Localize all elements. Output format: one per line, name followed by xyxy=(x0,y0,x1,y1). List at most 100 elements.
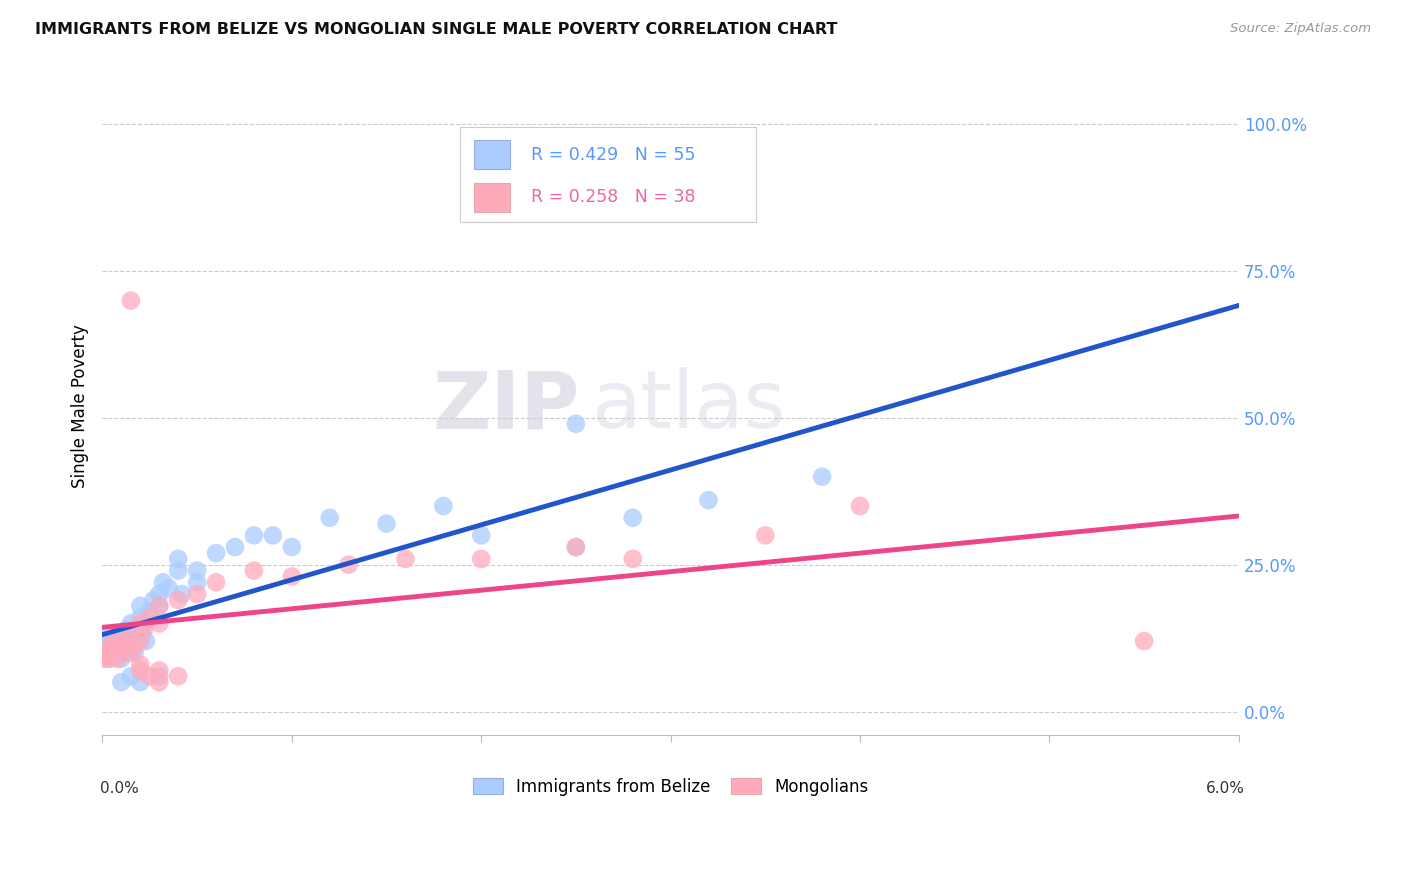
Point xyxy=(129,599,152,613)
Point xyxy=(120,628,142,642)
Point xyxy=(152,575,174,590)
Point xyxy=(114,634,136,648)
Point xyxy=(139,669,162,683)
Point xyxy=(110,640,132,654)
Point xyxy=(93,646,115,660)
Text: atlas: atlas xyxy=(591,368,786,445)
Point xyxy=(1133,634,1156,648)
Point xyxy=(120,669,142,683)
Point xyxy=(131,628,153,642)
Point xyxy=(148,599,170,613)
Point xyxy=(849,499,872,513)
Point xyxy=(167,564,190,578)
Point xyxy=(121,634,143,648)
Point xyxy=(129,610,152,624)
Point xyxy=(108,646,131,660)
Point xyxy=(101,646,124,660)
Point xyxy=(114,646,136,660)
Point xyxy=(93,651,115,665)
Point xyxy=(110,675,132,690)
Point xyxy=(96,646,118,660)
Point xyxy=(129,657,152,672)
Point xyxy=(565,417,588,431)
Point xyxy=(697,493,720,508)
Point xyxy=(129,675,152,690)
Point xyxy=(107,628,129,642)
Point xyxy=(142,593,165,607)
Point xyxy=(98,651,121,665)
Point xyxy=(96,646,118,660)
Point xyxy=(243,528,266,542)
FancyBboxPatch shape xyxy=(474,183,510,212)
Point xyxy=(281,540,304,554)
Point xyxy=(186,575,208,590)
Point xyxy=(337,558,360,572)
Point xyxy=(103,646,125,660)
Point xyxy=(224,540,246,554)
Text: ZIP: ZIP xyxy=(433,368,579,445)
Point xyxy=(110,634,132,648)
Point xyxy=(262,528,284,542)
FancyBboxPatch shape xyxy=(474,140,510,169)
Point xyxy=(186,564,208,578)
Point xyxy=(132,623,155,637)
Point xyxy=(104,634,127,648)
Point xyxy=(432,499,454,513)
Point xyxy=(375,516,398,531)
Point xyxy=(318,510,340,524)
Text: 6.0%: 6.0% xyxy=(1205,781,1244,796)
Point xyxy=(148,669,170,683)
Text: R = 0.429   N = 55: R = 0.429 N = 55 xyxy=(531,145,696,164)
Point xyxy=(167,669,190,683)
Point xyxy=(139,610,162,624)
Point xyxy=(97,640,120,654)
Point xyxy=(565,540,588,554)
Y-axis label: Single Male Poverty: Single Male Poverty xyxy=(72,325,89,488)
Point xyxy=(139,605,162,619)
Text: R = 0.258   N = 38: R = 0.258 N = 38 xyxy=(531,188,696,206)
Point xyxy=(167,552,190,566)
Point xyxy=(470,552,492,566)
Point xyxy=(148,675,170,690)
Point xyxy=(170,587,193,601)
Point xyxy=(470,528,492,542)
Point xyxy=(118,646,141,660)
Point xyxy=(110,651,132,665)
Point xyxy=(120,616,142,631)
Point xyxy=(167,593,190,607)
Point xyxy=(205,575,228,590)
Point xyxy=(621,552,644,566)
Point xyxy=(129,634,152,648)
Point xyxy=(186,587,208,601)
Point xyxy=(281,569,304,583)
Point xyxy=(124,640,146,654)
Point xyxy=(107,651,129,665)
Point xyxy=(120,293,142,308)
Point xyxy=(754,528,776,542)
Point xyxy=(811,469,834,483)
Point xyxy=(148,587,170,601)
Point xyxy=(394,552,416,566)
Point xyxy=(97,651,120,665)
Point xyxy=(148,664,170,678)
Point xyxy=(135,634,157,648)
Point xyxy=(621,510,644,524)
Point xyxy=(148,599,170,613)
Point xyxy=(129,664,152,678)
Point xyxy=(101,640,124,654)
Point xyxy=(132,616,155,631)
Point xyxy=(118,628,141,642)
Point xyxy=(115,623,138,637)
Text: 0.0%: 0.0% xyxy=(100,781,139,796)
Point xyxy=(97,628,120,642)
Point xyxy=(148,616,170,631)
FancyBboxPatch shape xyxy=(460,127,756,222)
Point xyxy=(205,546,228,560)
Point xyxy=(157,581,180,595)
Point xyxy=(96,634,118,648)
Point xyxy=(565,540,588,554)
Point xyxy=(243,564,266,578)
Point xyxy=(125,623,148,637)
Point xyxy=(129,616,152,631)
Text: Source: ZipAtlas.com: Source: ZipAtlas.com xyxy=(1230,22,1371,36)
